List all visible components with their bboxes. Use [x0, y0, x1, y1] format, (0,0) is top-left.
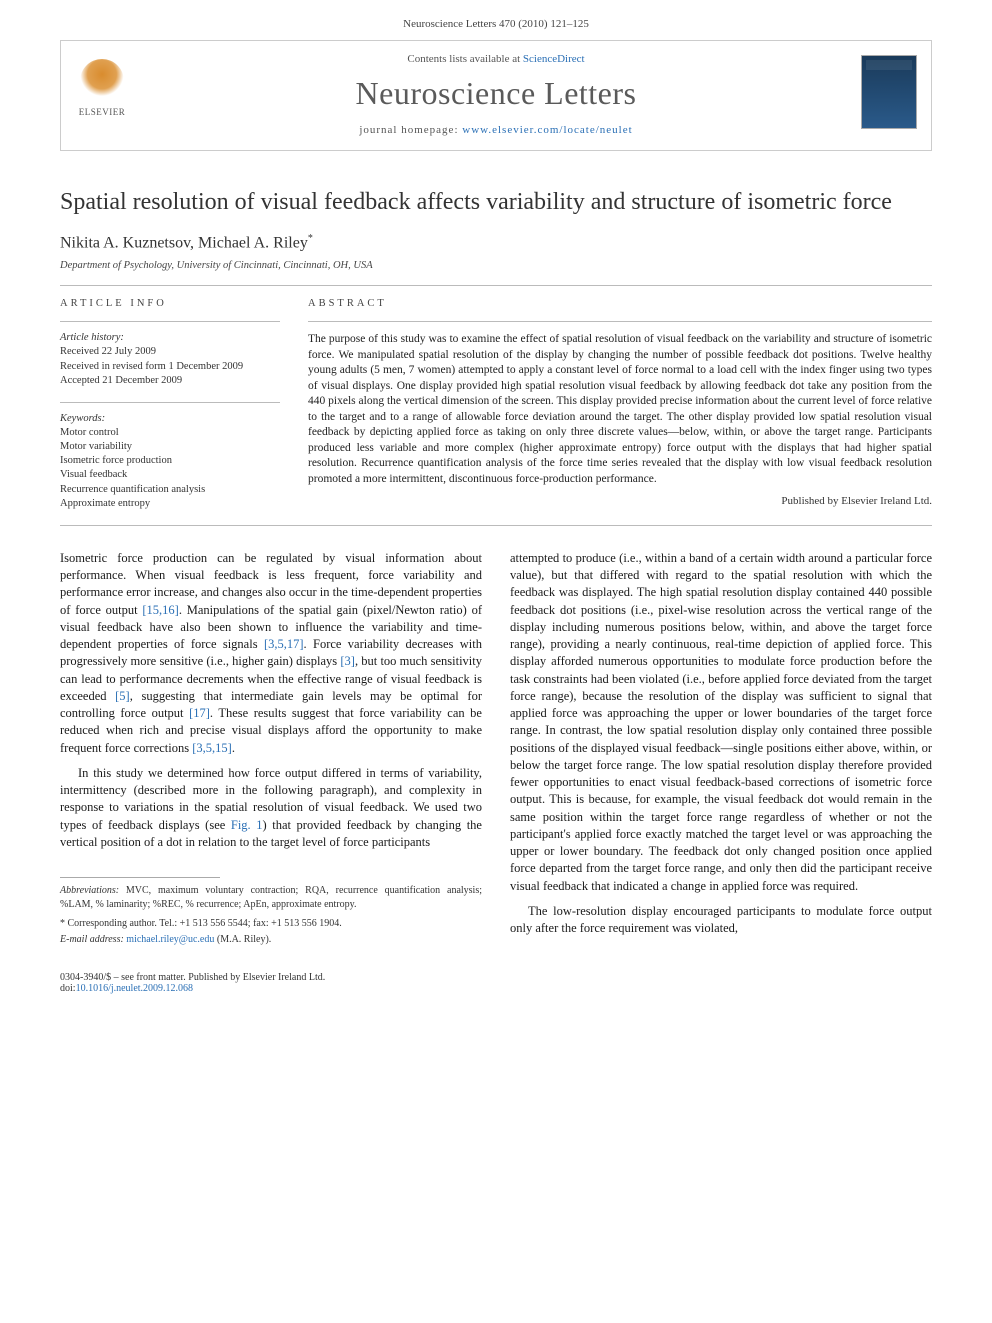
body-paragraph: Isometric force production can be regula…	[60, 550, 482, 757]
abbreviations-footnote: Abbreviations: MVC, maximum voluntary co…	[60, 884, 482, 911]
affiliation: Department of Psychology, University of …	[60, 260, 932, 271]
corr-text: Tel.: +1 513 556 5544; fax: +1 513 556 1…	[159, 918, 342, 929]
accepted-date: Accepted 21 December 2009	[60, 374, 280, 388]
citation-ref[interactable]: [3]	[340, 654, 355, 668]
footnote-divider	[60, 877, 220, 878]
corresponding-author-marker: *	[308, 233, 313, 244]
email-footnote: E-mail address: michael.riley@uc.edu (M.…	[60, 933, 482, 947]
article-history-label: Article history:	[60, 332, 280, 343]
keywords-label: Keywords:	[60, 413, 280, 424]
author-names: Nikita A. Kuznetsov, Michael A. Riley	[60, 234, 308, 251]
section-divider	[60, 285, 932, 286]
abbr-label: Abbreviations:	[60, 885, 119, 896]
body-paragraph: The low-resolution display encouraged pa…	[510, 903, 932, 938]
citation-ref[interactable]: [3,5,15]	[192, 741, 232, 755]
doi-prefix: doi:	[60, 983, 76, 994]
keyword-item: Approximate entropy	[60, 497, 280, 511]
citation-ref[interactable]: [3,5,17]	[264, 637, 304, 651]
article-info-heading: article info	[60, 298, 280, 309]
journal-title: Neuroscience Letters	[61, 75, 931, 112]
body-paragraph: In this study we determined how force ou…	[60, 765, 482, 851]
body-column-left: Isometric force production can be regula…	[60, 550, 482, 946]
email-link[interactable]: michael.riley@uc.edu	[126, 934, 214, 945]
article-history-block: Received 22 July 2009 Received in revise…	[60, 345, 280, 388]
citation-ref[interactable]: [17]	[189, 706, 210, 720]
abbr-text: MVC, maximum voluntary contraction; RQA,…	[60, 885, 482, 910]
info-divider	[60, 402, 280, 403]
contents-prefix: Contents lists available at	[407, 53, 522, 65]
journal-banner: ELSEVIER Contents lists available at Sci…	[60, 40, 932, 151]
journal-cover-thumbnail	[861, 55, 917, 129]
email-suffix: (M.A. Riley).	[214, 934, 271, 945]
revised-date: Received in revised form 1 December 2009	[60, 360, 280, 374]
received-date: Received 22 July 2009	[60, 345, 280, 359]
keyword-item: Visual feedback	[60, 468, 280, 482]
body-text-columns: Isometric force production can be regula…	[60, 550, 932, 946]
issn-line: 0304-3940/$ – see front matter. Publishe…	[60, 972, 932, 983]
page-footer: 0304-3940/$ – see front matter. Publishe…	[0, 964, 992, 1014]
body-paragraph: attempted to produce (i.e., within a ban…	[510, 550, 932, 895]
footnotes-block: Abbreviations: MVC, maximum voluntary co…	[60, 877, 482, 946]
section-divider	[60, 525, 932, 526]
keyword-item: Motor control	[60, 426, 280, 440]
journal-homepage-line: journal homepage: www.elsevier.com/locat…	[61, 124, 931, 136]
email-label: E-mail address:	[60, 934, 126, 945]
abstract-divider	[308, 321, 932, 322]
doi-link[interactable]: 10.1016/j.neulet.2009.12.068	[76, 983, 194, 994]
citation-ref[interactable]: [15,16]	[142, 603, 178, 617]
article-title: Spatial resolution of visual feedback af…	[60, 187, 932, 217]
body-column-right: attempted to produce (i.e., within a ban…	[510, 550, 932, 946]
figure-ref[interactable]: Fig. 1	[231, 818, 263, 832]
published-by-line: Published by Elsevier Ireland Ltd.	[308, 495, 932, 507]
homepage-prefix: journal homepage:	[359, 124, 462, 136]
keyword-item: Recurrence quantification analysis	[60, 483, 280, 497]
corresponding-author-footnote: * Corresponding author. Tel.: +1 513 556…	[60, 917, 482, 931]
keyword-item: Isometric force production	[60, 454, 280, 468]
keyword-item: Motor variability	[60, 440, 280, 454]
doi-line: doi:10.1016/j.neulet.2009.12.068	[60, 983, 932, 994]
abstract-heading: abstract	[308, 298, 932, 309]
elsevier-logo-icon: ELSEVIER	[75, 59, 129, 125]
info-divider	[60, 321, 280, 322]
running-header: Neuroscience Letters 470 (2010) 121–125	[0, 0, 992, 40]
article-info-column: article info Article history: Received 2…	[60, 298, 280, 511]
contents-available-line: Contents lists available at ScienceDirec…	[61, 53, 931, 65]
corr-label: * Corresponding author.	[60, 918, 159, 929]
sciencedirect-link[interactable]: ScienceDirect	[523, 53, 585, 65]
citation-ref[interactable]: [5]	[115, 689, 130, 703]
abstract-text: The purpose of this study was to examine…	[308, 332, 932, 487]
abstract-column: abstract The purpose of this study was t…	[308, 298, 932, 511]
keywords-list: Motor control Motor variability Isometri…	[60, 426, 280, 511]
authors-line: Nikita A. Kuznetsov, Michael A. Riley*	[60, 233, 932, 252]
journal-homepage-link[interactable]: www.elsevier.com/locate/neulet	[462, 124, 632, 136]
